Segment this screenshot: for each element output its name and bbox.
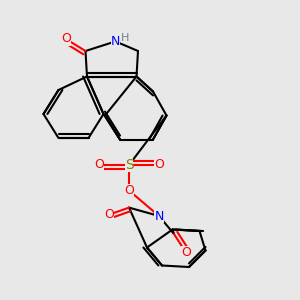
Text: S: S — [124, 158, 134, 172]
Text: O: O — [105, 208, 114, 221]
Text: N: N — [154, 209, 164, 223]
Text: H: H — [121, 33, 130, 43]
Text: O: O — [154, 158, 164, 172]
Text: O: O — [94, 158, 104, 172]
Text: O: O — [181, 246, 191, 259]
Text: N: N — [111, 35, 120, 48]
Text: O: O — [124, 184, 134, 197]
Text: O: O — [61, 32, 71, 46]
